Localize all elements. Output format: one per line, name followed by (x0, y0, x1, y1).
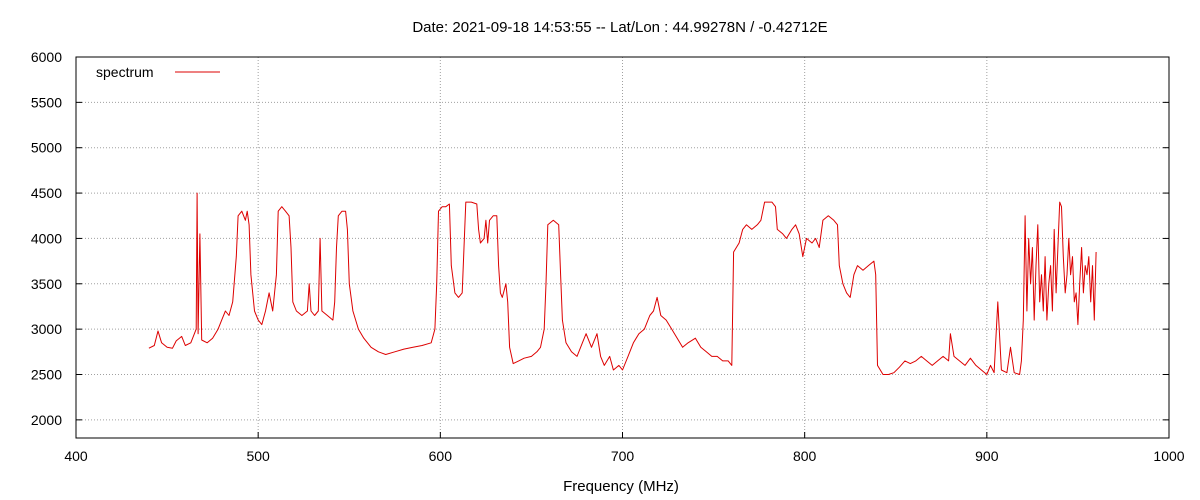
x-axis-label: Frequency (MHz) (563, 478, 679, 495)
x-tick-label: 600 (429, 448, 453, 464)
y-axis-ticks: 2000 2500 3000 3500 4000 4500 5000 5500 6000 (31, 49, 1169, 428)
x-tick-label: 400 (64, 448, 88, 464)
y-tick-label: 6000 (31, 49, 62, 65)
grid-lines (76, 57, 1169, 438)
series-line-spectrum (148, 192, 1097, 375)
chart-title: Date: 2021-09-18 14:53:55 -- Lat/Lon : 4… (412, 19, 827, 36)
legend-label-spectrum: spectrum (96, 64, 154, 80)
x-tick-label: 800 (793, 448, 817, 464)
x-tick-label: 900 (975, 448, 999, 464)
x-axis-ticks: 400 500 600 700 800 900 1000 (64, 432, 1185, 464)
y-tick-label: 2000 (31, 412, 62, 428)
legend: spectrum (96, 64, 220, 80)
y-tick-label: 2500 (31, 367, 62, 383)
y-tick-label: 5000 (31, 140, 62, 156)
x-tick-label: 500 (246, 448, 270, 464)
y-tick-label: 3500 (31, 276, 62, 292)
series-group (148, 192, 1097, 375)
x-tick-label: 1000 (1153, 448, 1184, 464)
y-tick-label: 4000 (31, 230, 62, 246)
y-tick-label: 5500 (31, 94, 62, 110)
y-tick-label: 3000 (31, 321, 62, 337)
y-tick-label: 4500 (31, 185, 62, 201)
x-tick-label: 700 (611, 448, 635, 464)
